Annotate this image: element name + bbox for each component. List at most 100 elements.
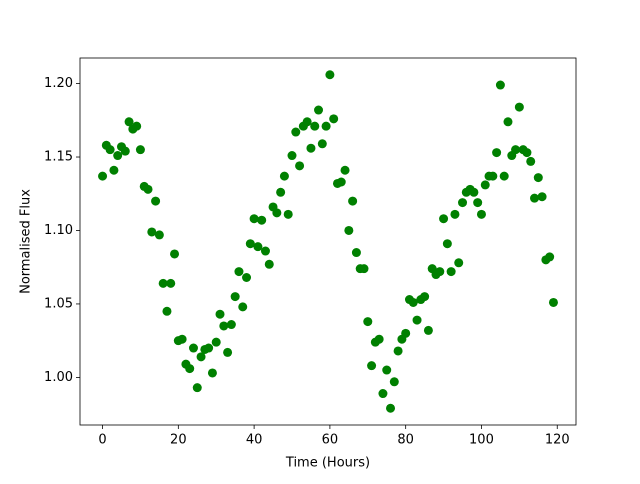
point [192,383,202,393]
point [359,264,369,274]
point [196,352,206,362]
point [238,302,248,312]
x-tick-label: 20 [170,433,187,448]
point [408,297,418,307]
point [412,315,422,325]
point [348,196,358,206]
point [533,173,543,183]
point [272,208,282,218]
axes-frame [79,57,577,426]
point [389,377,399,387]
point [249,214,259,224]
y-tick-label: 1.10 [44,223,73,238]
point [215,309,225,319]
point [514,102,524,112]
point [211,337,221,347]
x-tick-label: 120 [545,433,570,448]
point [374,334,384,344]
point [530,193,540,203]
point [120,146,130,156]
point [151,196,161,206]
point [340,165,350,175]
point [526,156,536,166]
point [378,389,388,399]
point [170,249,180,259]
point [439,214,449,224]
point [257,215,267,225]
y-axis-label: Normalised Flux [19,189,34,294]
point [113,151,123,161]
point [253,242,263,252]
point [219,321,229,331]
point [548,297,558,307]
point [423,325,433,335]
y-tick-label: 1.00 [44,370,73,385]
point [473,198,483,208]
point [162,306,172,316]
point [230,292,240,302]
point [488,171,498,181]
point [329,114,339,124]
point [207,368,217,378]
point [522,148,532,158]
point [367,361,377,371]
x-tick-label: 80 [397,433,414,448]
y-tick-label: 1.20 [44,76,73,91]
point [480,180,490,190]
x-axis-label: Time (Hours) [285,456,370,471]
point [223,347,233,357]
point [511,145,521,155]
point [393,346,403,356]
point [351,248,361,258]
point [435,267,445,277]
point [310,121,320,131]
point [469,187,479,197]
point [234,267,244,277]
point [492,148,502,158]
point [442,239,452,249]
point [279,171,289,181]
point [147,227,157,237]
point [185,364,195,374]
point [245,239,255,249]
point [537,192,547,202]
point [545,252,555,262]
point [188,343,198,353]
point [242,272,252,282]
point [306,143,316,153]
point [226,320,236,330]
point [321,121,331,131]
x-tick-label: 0 [98,433,106,448]
point [154,230,164,240]
point [143,184,153,194]
point [317,139,327,149]
point [450,209,460,219]
point [158,278,168,288]
point [291,127,301,137]
point [503,117,513,127]
point [260,246,270,256]
point [325,70,335,80]
point [283,209,293,219]
point [302,117,312,127]
x-tick-label: 40 [246,433,263,448]
point [264,259,274,269]
x-tick-label: 60 [322,433,339,448]
y-tick-label: 1.05 [44,296,73,311]
point [336,177,346,187]
point [98,171,108,181]
point [314,105,324,115]
y-tick-label: 1.15 [44,150,73,165]
point [109,165,119,175]
point [105,145,115,155]
point [204,343,214,353]
point [495,80,505,90]
point [124,117,134,127]
point [386,403,396,413]
point [177,334,187,344]
point [287,151,297,161]
point [166,278,176,288]
point [382,365,392,375]
